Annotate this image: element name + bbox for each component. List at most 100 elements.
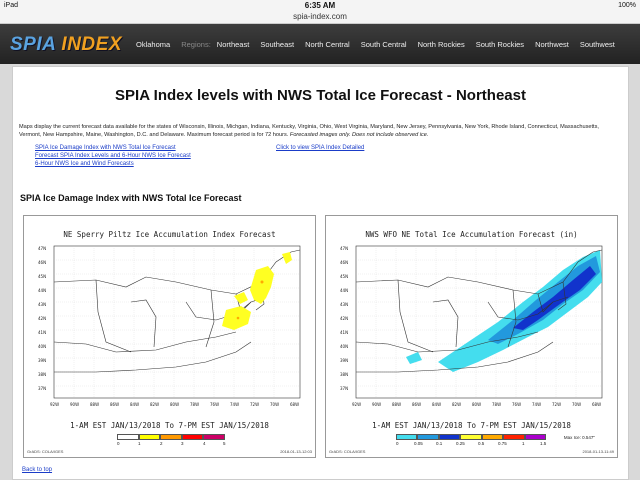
nav-items: Oklahoma Regions: Northeast Southeast No… [136,24,626,64]
svg-text:78W: 78W [492,402,501,407]
map1-date-range: 1-AM EST JAN/13/2018 To 7-PM EST JAN/15/… [70,421,269,430]
svg-text:43N: 43N [340,302,348,307]
map2-legend-swatch [481,434,504,440]
map2-legend-swatch [503,434,525,440]
svg-text:37N: 37N [38,386,46,391]
svg-text:92W: 92W [50,402,59,407]
legend-label: 0.75 [498,441,507,446]
svg-text:46N: 46N [340,260,348,265]
svg-text:88W: 88W [90,402,99,407]
svg-text:76W: 76W [210,402,219,407]
svg-text:44N: 44N [340,288,348,293]
svg-text:40N: 40N [340,344,348,349]
svg-text:92W: 92W [352,402,361,407]
svg-text:68W: 68W [592,402,601,407]
legend-label: 1.5 [540,441,547,446]
legend-label: 0 [396,441,399,446]
map1-legend [117,434,225,440]
nav-item-north-rockies[interactable]: North Rockies [417,39,465,49]
map2-footer-right: 2018-01-13-11:49 [582,449,614,454]
svg-text:86W: 86W [412,402,421,407]
site-logo[interactable]: SPIA INDEX [10,34,122,56]
spia-index-map[interactable]: NE Sperry Piltz Ice Accumulation Index F… [23,215,316,458]
svg-text:42N: 42N [340,316,348,321]
legend-label: 4 [203,441,206,446]
nav-item-northwest[interactable]: Northwest [535,39,569,49]
svg-text:90W: 90W [372,402,381,407]
legend-label: 0.05 [414,441,423,446]
url-text: spia-index.com [293,12,347,21]
battery-indicator: 100% [618,2,636,9]
nav-regions-label: Regions: [181,39,211,49]
nav-item-south-rockies[interactable]: South Rockies [475,39,525,49]
svg-text:78W: 78W [190,402,199,407]
legend-label: 5 [223,441,226,446]
svg-text:39N: 39N [340,358,348,363]
svg-text:39N: 39N [38,358,46,363]
svg-text:70W: 70W [572,402,581,407]
nav-item-northeast[interactable]: Northeast [216,39,250,49]
svg-text:42N: 42N [38,316,46,321]
svg-text:38N: 38N [38,372,46,377]
nav-item-south-central[interactable]: South Central [360,39,407,49]
map2-legend [396,434,546,440]
page-description: Maps display the current forecast data a… [19,123,622,139]
svg-text:80W: 80W [472,402,481,407]
back-to-top-link[interactable]: Back to top [22,467,53,473]
link-spia-detailed[interactable]: Click to view SPIA Index Detailed [276,145,365,151]
svg-text:70W: 70W [270,402,279,407]
svg-text:43N: 43N [38,302,46,307]
svg-text:72W: 72W [552,402,561,407]
clock: 6:35 AM [304,1,336,10]
svg-text:84W: 84W [130,402,139,407]
svg-text:90W: 90W [70,402,79,407]
svg-text:46N: 46N [38,260,46,265]
map1-footer-left: GrADS: COLA/IGES [27,449,64,454]
link-ice-wind[interactable]: 6-Hour NWS Ice and Wind Forecasts [35,161,134,167]
nav-item-southwest[interactable]: Southwest [579,39,615,49]
page-title: SPIA Index levels with NWS Total Ice For… [115,87,526,104]
legend-label: 2 [160,441,163,446]
svg-text:74W: 74W [230,402,239,407]
site-nav: SPIA INDEX Oklahoma Regions: Northeast S… [0,24,640,64]
map1-legend-swatch [160,434,182,440]
map1-footer-right: 2018-01-13-12:03 [280,449,312,454]
link-forecast-6hr[interactable]: Forecast SPIA Index Levels and 6-Hour NW… [35,153,191,159]
svg-text:74W: 74W [532,402,541,407]
svg-text:68W: 68W [290,402,299,407]
legend-label: 0.1 [436,441,443,446]
description-text: Maps display the current forecast data a… [19,124,599,138]
content-panel: SPIA Index levels with NWS Total Ice For… [12,66,629,480]
map2-legend-swatch [417,434,439,440]
svg-text:82W: 82W [150,402,159,407]
legend-label: 1 [138,441,141,446]
nav-item-north-central[interactable]: North Central [305,39,350,49]
legend-label: 0.25 [456,441,465,446]
logo-index: INDEX [61,34,122,55]
svg-text:47N: 47N [340,246,348,251]
nav-item-oklahoma[interactable]: Oklahoma [136,39,171,49]
svg-text:41N: 41N [38,330,46,335]
svg-text:41N: 41N [340,330,348,335]
map2-footer-left: GrADS: COLA/IGES [329,449,366,454]
legend-label: 1 [522,441,525,446]
svg-text:44N: 44N [38,288,46,293]
nws-ice-map[interactable]: NWS WFO NE Total Ice Accumulation Foreca… [325,215,618,458]
link-spia-total-ice[interactable]: SPIA Ice Damage Index with NWS Total Ice… [35,145,176,151]
address-bar[interactable]: spia-index.com [0,11,640,24]
svg-text:76W: 76W [512,402,521,407]
map2-max-ice: Max Ice: 0.547" [563,435,595,440]
nav-item-southeast[interactable]: Southeast [260,39,295,49]
legend-label: 3 [181,441,184,446]
svg-text:38N: 38N [340,372,348,377]
svg-text:80W: 80W [170,402,179,407]
map1-legend-swatch [203,434,225,440]
map1-legend-swatch [138,434,161,440]
svg-text:88W: 88W [392,402,401,407]
map2-plot: 47N 46N 45N 44N 43N 42N 41N 40N 39N 38N 37N 92W 90W… [340,245,603,407]
legend-label: 0.5 [478,441,485,446]
device-label: iPad [4,2,19,9]
description-note: Forecasted images only. Does not include… [289,132,429,138]
svg-text:45N: 45N [340,274,348,279]
map2-legend-swatch [460,434,482,440]
